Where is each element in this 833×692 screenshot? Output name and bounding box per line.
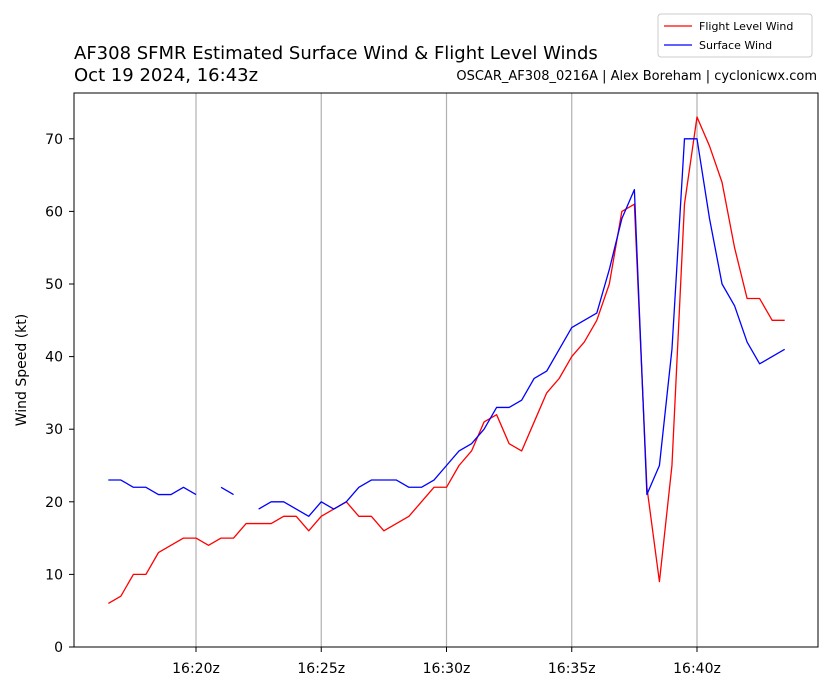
series-surface-wind <box>108 138 786 517</box>
chart-title: AF308 SFMR Estimated Surface Wind & Flig… <box>74 43 598 64</box>
legend-label-surface-wind: Surface Wind <box>699 39 772 52</box>
x-axis: 16:20z 16:25z 16:30z 16:35z 16:40z <box>172 647 721 677</box>
legend: Flight Level Wind Surface Wind <box>657 13 813 58</box>
x-tick-label: 16:30z <box>423 661 471 677</box>
series-line-segment <box>220 486 234 496</box>
y-axis: 0 10 20 30 40 50 60 70 <box>45 132 74 656</box>
series-line-segment <box>108 116 785 605</box>
x-tick-label: 16:35z <box>548 661 596 677</box>
series-line-segment <box>108 479 197 496</box>
y-tick-label: 70 <box>45 132 63 148</box>
y-tick-label: 10 <box>45 567 63 583</box>
y-tick-label: 20 <box>45 495 63 511</box>
chart-source: OSCAR_AF308_0216A | Alex Boreham | cyclo… <box>456 69 817 84</box>
chart-subtitle: Oct 19 2024, 16:43z <box>74 65 258 86</box>
series-flight-level-wind <box>108 116 785 605</box>
gridlines <box>195 93 698 647</box>
y-tick-label: 60 <box>45 204 63 220</box>
x-tick-label: 16:20z <box>172 661 220 677</box>
y-tick-label: 30 <box>45 422 63 438</box>
plot-area: 0 10 20 30 40 50 60 70 16:20z 16:25z 16:30z 16:35z… <box>45 92 819 677</box>
legend-label-flight-level-wind: Flight Level Wind <box>699 20 793 33</box>
legend-box <box>657 13 813 58</box>
series-layer <box>108 116 786 605</box>
x-tick-label: 16:40z <box>673 661 721 677</box>
x-tick-label: 16:25z <box>297 661 345 677</box>
y-tick-label: 50 <box>45 277 63 293</box>
y-tick-label: 40 <box>45 350 63 366</box>
y-tick-label: 0 <box>54 640 63 656</box>
y-axis-label: Wind Speed (kt) <box>14 314 30 427</box>
series-line-segment <box>258 138 786 517</box>
